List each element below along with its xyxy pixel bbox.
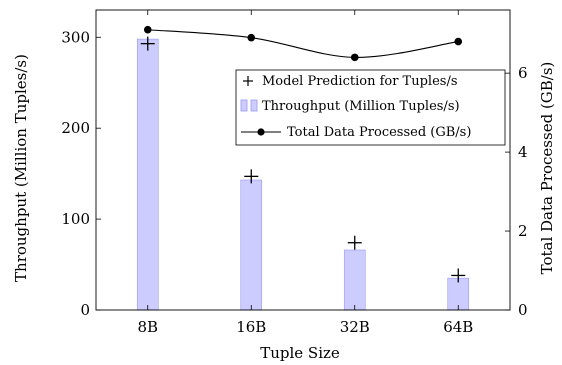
total-data-line xyxy=(147,29,459,58)
y-tick-label: 0 xyxy=(80,301,90,319)
x-axis-label: Tuple Size xyxy=(260,344,340,362)
bar-8B xyxy=(136,38,159,311)
legend: Model Prediction for Tuples/s Throughput… xyxy=(235,69,506,146)
plot-frame xyxy=(95,9,511,311)
axes: 0 100 200 300 0 2 4 6 8B 16B 32B 64B xyxy=(61,9,528,336)
y2-axis-label: Total Data Processed (GB/s) xyxy=(538,62,556,275)
prediction-marker-32B xyxy=(347,235,362,250)
total-data-point-32B xyxy=(350,53,359,62)
legend-box xyxy=(235,69,506,146)
prediction-marker-16B xyxy=(244,169,259,184)
plot-area xyxy=(136,25,470,311)
prediction-marker-64B xyxy=(451,268,466,283)
x-tick-label-32B: 32B xyxy=(340,318,370,336)
y2-tick-label: 6 xyxy=(518,64,528,82)
y2-tick-label: 4 xyxy=(518,143,528,161)
legend-marker-throughput xyxy=(240,99,258,112)
bar-32B xyxy=(343,249,366,311)
y2-tick-label: 2 xyxy=(518,222,528,240)
y-tick-label: 100 xyxy=(61,210,90,228)
x-tick-label-8B: 8B xyxy=(137,318,158,336)
legend-marker-model-prediction xyxy=(243,76,253,86)
y-tick-label: 200 xyxy=(61,119,90,137)
legend-label-total-data: Total Data Processed (GB/s) xyxy=(287,125,471,140)
legend-marker-total-data xyxy=(241,128,281,136)
total-data-point-16B xyxy=(247,33,256,42)
legend-label-throughput: Throughput (Million Tuples/s) xyxy=(262,99,460,114)
total-data-point-8B xyxy=(143,25,152,34)
y-axis-label: Throughput (Million Tuples/s) xyxy=(12,54,30,282)
y2-tick-label: 0 xyxy=(518,301,528,319)
x-tick-label-64B: 64B xyxy=(443,318,473,336)
total-data-point-64B xyxy=(454,37,463,46)
legend-label-model-prediction: Model Prediction for Tuples/s xyxy=(262,74,458,89)
prediction-marker-8B xyxy=(140,36,155,51)
bar-16B xyxy=(240,179,263,311)
y-tick-label: 300 xyxy=(61,28,90,46)
x-tick-label-16B: 16B xyxy=(236,318,266,336)
